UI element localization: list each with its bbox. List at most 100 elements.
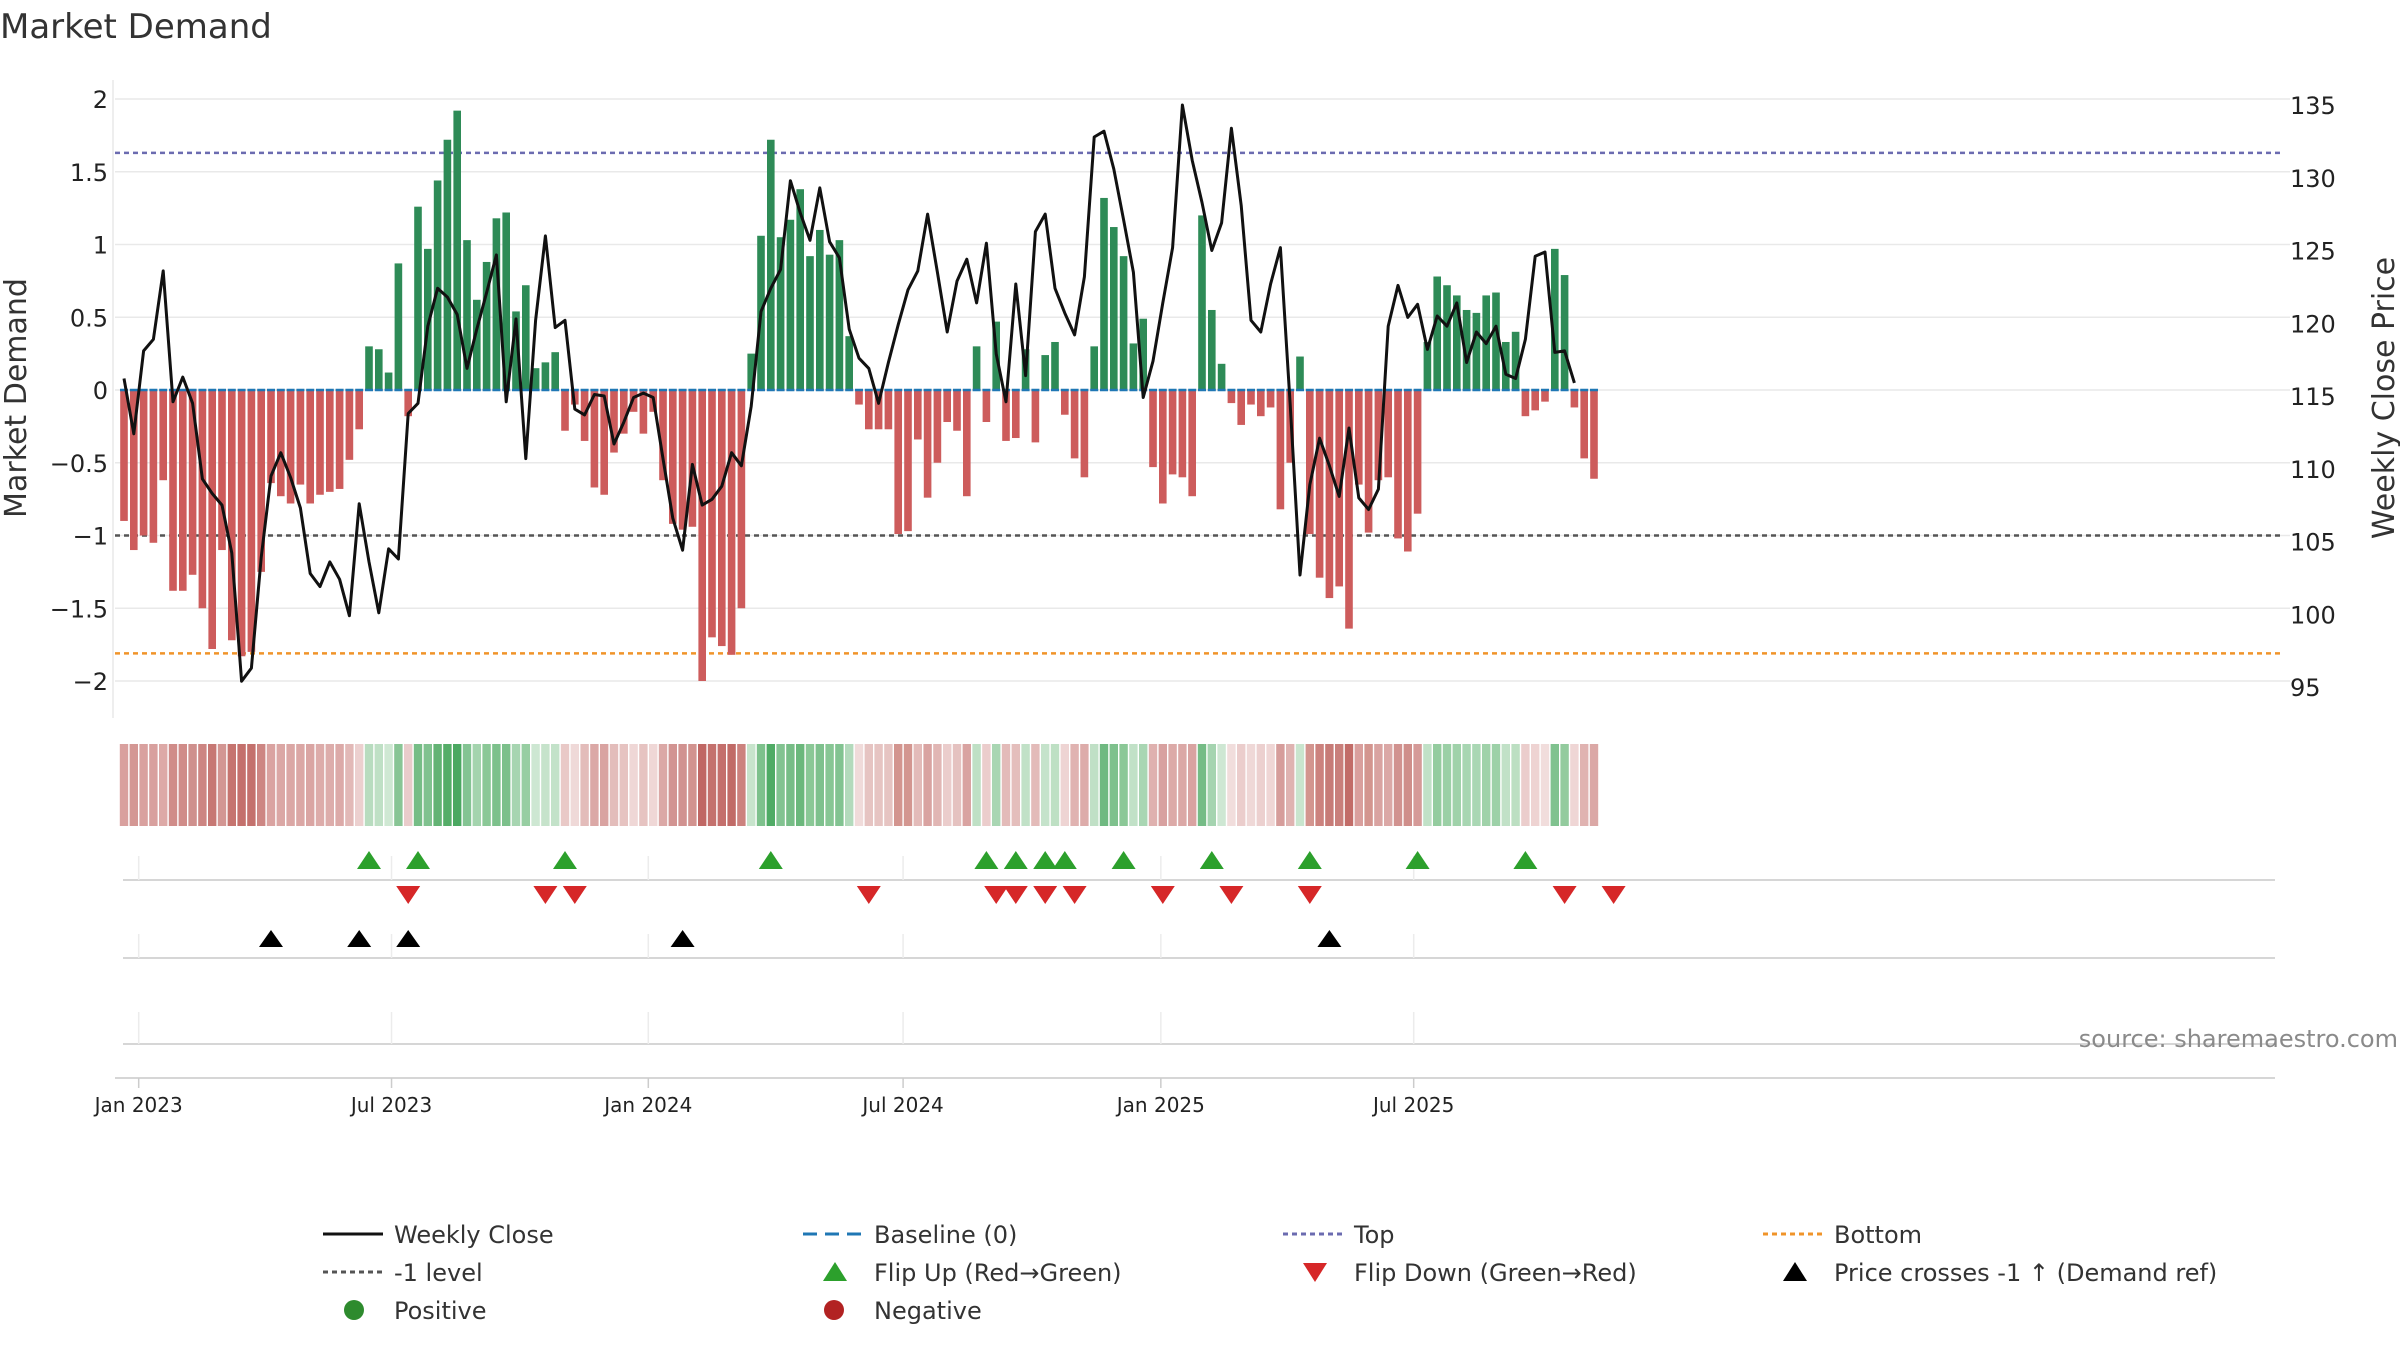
empty-panel (115, 1012, 2275, 1088)
heat-cell (1286, 744, 1295, 826)
heat-cell (296, 744, 305, 826)
right-y-tick-label: 115 (2290, 383, 2336, 411)
demand-bar (355, 390, 363, 430)
heat-cell (845, 744, 854, 826)
demand-bar (835, 240, 844, 390)
heat-cell (413, 744, 423, 826)
heat-cell (835, 744, 844, 826)
heat-cell (355, 744, 364, 826)
heat-cell (1344, 744, 1354, 826)
heat-cell (913, 744, 922, 826)
heat-cell (1482, 744, 1491, 826)
heat-cell (1266, 744, 1275, 826)
heat-cell (247, 744, 256, 826)
flip-down-marker (562, 886, 587, 904)
price-cross-marker (1317, 930, 1342, 947)
demand-bar (1580, 390, 1588, 459)
demand-bar (433, 180, 442, 390)
demand-bar (1129, 343, 1138, 390)
demand-bar (894, 390, 902, 535)
flip-up-marker (553, 851, 577, 869)
heat-cell (727, 744, 736, 826)
demand-bar (1433, 276, 1441, 390)
demand-bar (522, 285, 530, 390)
demand-bar (267, 390, 275, 484)
heat-cell (1178, 744, 1187, 826)
heat-cell (609, 744, 619, 826)
right-y-tick-label: 130 (2290, 165, 2336, 193)
left-y-tick-label: −2 (73, 668, 108, 696)
heat-cell (678, 744, 687, 826)
flip-down-marker (1150, 886, 1175, 904)
heat-cell (570, 744, 579, 826)
heat-cell (560, 744, 570, 826)
x-tick-label: Jan 2025 (1115, 1093, 1205, 1117)
flip-up-marker (357, 851, 381, 869)
heat-cell (933, 744, 942, 826)
right-y-tick-label: 105 (2290, 529, 2336, 557)
heat-cell (257, 744, 266, 826)
demand-bar (933, 390, 942, 463)
demand-bar (169, 390, 177, 591)
flip-up-marker (1513, 851, 1538, 869)
heat-cell (462, 744, 472, 826)
heat-cell (306, 744, 315, 826)
heat-cell (1305, 744, 1314, 826)
demand-bar (678, 390, 687, 530)
demand-bar (424, 248, 432, 390)
weekly-close-polyline (122, 103, 1576, 683)
demand-bar (159, 390, 167, 481)
demand-bar (1590, 390, 1598, 479)
heat-cell (1589, 744, 1599, 826)
heat-cell (1158, 744, 1167, 826)
demand-bar (188, 390, 197, 575)
heat-cell (384, 744, 393, 826)
flip-up-marker (758, 851, 783, 869)
demand-bar (1168, 390, 1177, 475)
demand-bar (541, 362, 550, 390)
right-y-axis-label: Weekly Close Price (2367, 257, 2400, 539)
heat-cell (649, 744, 658, 826)
heat-cell (1041, 744, 1050, 826)
right-y-tick-label: 135 (2290, 92, 2336, 120)
heat-cell (1148, 744, 1158, 826)
demand-bar (1541, 390, 1549, 402)
demand-bar (130, 390, 138, 551)
heat-cell (992, 744, 1001, 826)
heat-cell (717, 744, 726, 826)
demand-bar (718, 390, 726, 647)
flip-up-marker (1199, 851, 1224, 869)
flip-down-marker (1552, 886, 1577, 904)
legend-flip-down-icon (1303, 1263, 1327, 1282)
heat-cell (1491, 744, 1501, 826)
demand-bar (1002, 390, 1010, 441)
left-y-tick-label: 0 (93, 377, 108, 405)
demand-bar (1296, 356, 1304, 390)
heat-cell (972, 744, 981, 826)
demand-bar (1306, 390, 1314, 535)
demand-bar (737, 390, 746, 609)
heat-cell (1011, 744, 1020, 826)
demand-bar (1472, 312, 1481, 390)
flip-up-marker (406, 851, 430, 869)
flip-down-marker (856, 886, 881, 904)
heat-cell (894, 744, 903, 826)
heat-cell (423, 744, 432, 826)
demand-bar (149, 390, 158, 543)
heat-cell (668, 744, 677, 826)
demand-bar (963, 390, 971, 497)
demand-bar (747, 353, 755, 390)
heat-cell (198, 744, 207, 826)
chart-title: Market Demand (0, 7, 272, 47)
demand-bar (1404, 390, 1412, 552)
demand-bar (1070, 390, 1079, 459)
heat-cell (472, 744, 481, 826)
demand-bar (316, 390, 324, 495)
x-tick-label: Jul 2024 (860, 1093, 943, 1117)
demand-bar (923, 390, 932, 498)
heat-cell (1246, 744, 1256, 826)
heat-cell (1413, 744, 1422, 826)
demand-bar (1159, 390, 1167, 504)
legend: Weekly Close Baseline (0) Top Bottom -1 … (323, 1221, 2217, 1325)
heat-cell (943, 744, 952, 826)
